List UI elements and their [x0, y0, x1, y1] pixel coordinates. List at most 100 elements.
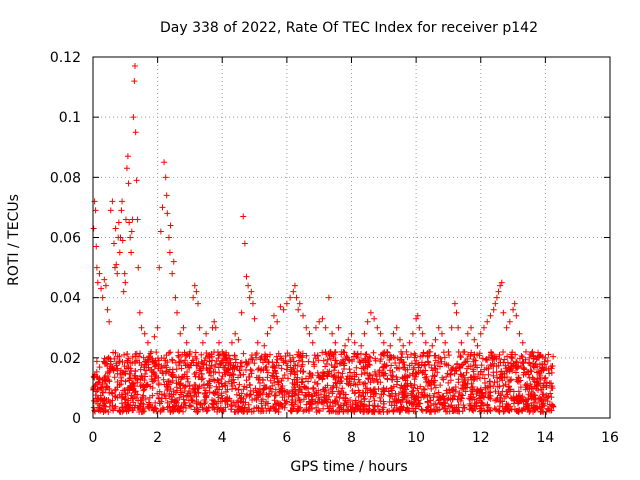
data-point	[506, 318, 513, 325]
data-point	[315, 357, 322, 364]
data-point	[333, 373, 340, 380]
data-point	[400, 342, 407, 349]
data-point	[147, 383, 154, 390]
data-point	[240, 371, 247, 378]
data-point	[404, 380, 411, 387]
data-point	[394, 376, 401, 383]
data-point	[96, 270, 103, 277]
data-point	[163, 192, 170, 199]
data-point	[424, 398, 431, 405]
data-point	[334, 408, 341, 415]
data-point	[409, 330, 416, 337]
data-point	[518, 398, 525, 405]
data-point	[113, 261, 120, 268]
data-point	[526, 360, 533, 367]
data-point	[142, 395, 149, 402]
data-point	[203, 350, 210, 357]
data-point	[91, 407, 98, 414]
data-point	[309, 396, 316, 403]
data-point	[389, 368, 396, 375]
data-point	[259, 405, 266, 412]
data-point	[156, 400, 163, 407]
data-point	[203, 330, 210, 337]
data-point	[111, 264, 118, 271]
data-point	[461, 348, 468, 355]
data-point	[272, 408, 279, 415]
data-point	[238, 309, 245, 316]
data-point	[98, 384, 105, 391]
data-point	[468, 385, 475, 392]
data-point	[114, 270, 121, 277]
data-point	[528, 388, 535, 395]
data-point	[404, 373, 411, 380]
data-point	[324, 356, 331, 363]
data-point	[427, 402, 434, 409]
data-point	[357, 403, 364, 410]
data-point	[336, 377, 343, 384]
data-point	[500, 309, 507, 316]
data-point	[396, 408, 403, 415]
data-point	[220, 406, 227, 413]
x-tick-label: 10	[407, 430, 425, 446]
data-point	[411, 399, 418, 406]
data-point	[228, 398, 235, 405]
data-point	[264, 330, 271, 337]
data-point	[389, 376, 396, 383]
data-point	[176, 407, 183, 414]
data-point	[199, 375, 206, 382]
data-point	[240, 213, 247, 220]
data-point	[90, 225, 97, 232]
data-point	[122, 279, 129, 286]
data-point	[538, 404, 545, 411]
data-point	[539, 391, 546, 398]
data-point	[321, 399, 328, 406]
data-point	[104, 383, 111, 390]
data-point	[464, 358, 471, 365]
data-point	[347, 369, 354, 376]
data-point	[444, 370, 451, 377]
data-point	[206, 354, 213, 361]
data-point	[182, 357, 189, 364]
data-point	[274, 400, 281, 407]
data-point	[332, 349, 339, 356]
data-point	[313, 389, 320, 396]
data-point	[195, 398, 202, 405]
data-point	[360, 393, 367, 400]
data-point	[193, 288, 200, 295]
data-point	[274, 375, 281, 382]
data-point	[529, 348, 536, 355]
data-point	[546, 370, 553, 377]
data-point	[204, 353, 211, 360]
data-point	[411, 381, 418, 388]
data-point	[247, 391, 254, 398]
data-point	[126, 384, 133, 391]
data-point	[416, 324, 423, 331]
data-point	[451, 406, 458, 413]
data-point	[164, 378, 171, 385]
x-tick-label: 8	[347, 430, 356, 446]
data-point	[409, 388, 416, 395]
data-point	[478, 362, 485, 369]
data-point	[443, 387, 450, 394]
data-point	[519, 359, 526, 366]
data-point	[419, 369, 426, 376]
data-point	[467, 391, 474, 398]
data-point	[258, 398, 265, 405]
data-point	[522, 401, 529, 408]
data-point	[128, 249, 135, 256]
data-point	[98, 285, 105, 292]
data-point	[152, 362, 159, 369]
x-tick-label: 6	[282, 430, 291, 446]
axis-ticks: 0 2 4 6 8 10 12 14 16 0 0.02 0.04 0.06 0.08 0.1 0.12	[50, 50, 619, 446]
data-point	[454, 360, 461, 367]
data-point	[219, 373, 226, 380]
data-point	[227, 406, 234, 413]
data-point	[487, 383, 494, 390]
x-axis-label: GPS time / hours	[290, 459, 407, 475]
data-point	[352, 381, 359, 388]
data-point	[146, 405, 153, 412]
data-point	[222, 380, 229, 387]
data-point	[474, 364, 481, 371]
data-point	[180, 396, 187, 403]
